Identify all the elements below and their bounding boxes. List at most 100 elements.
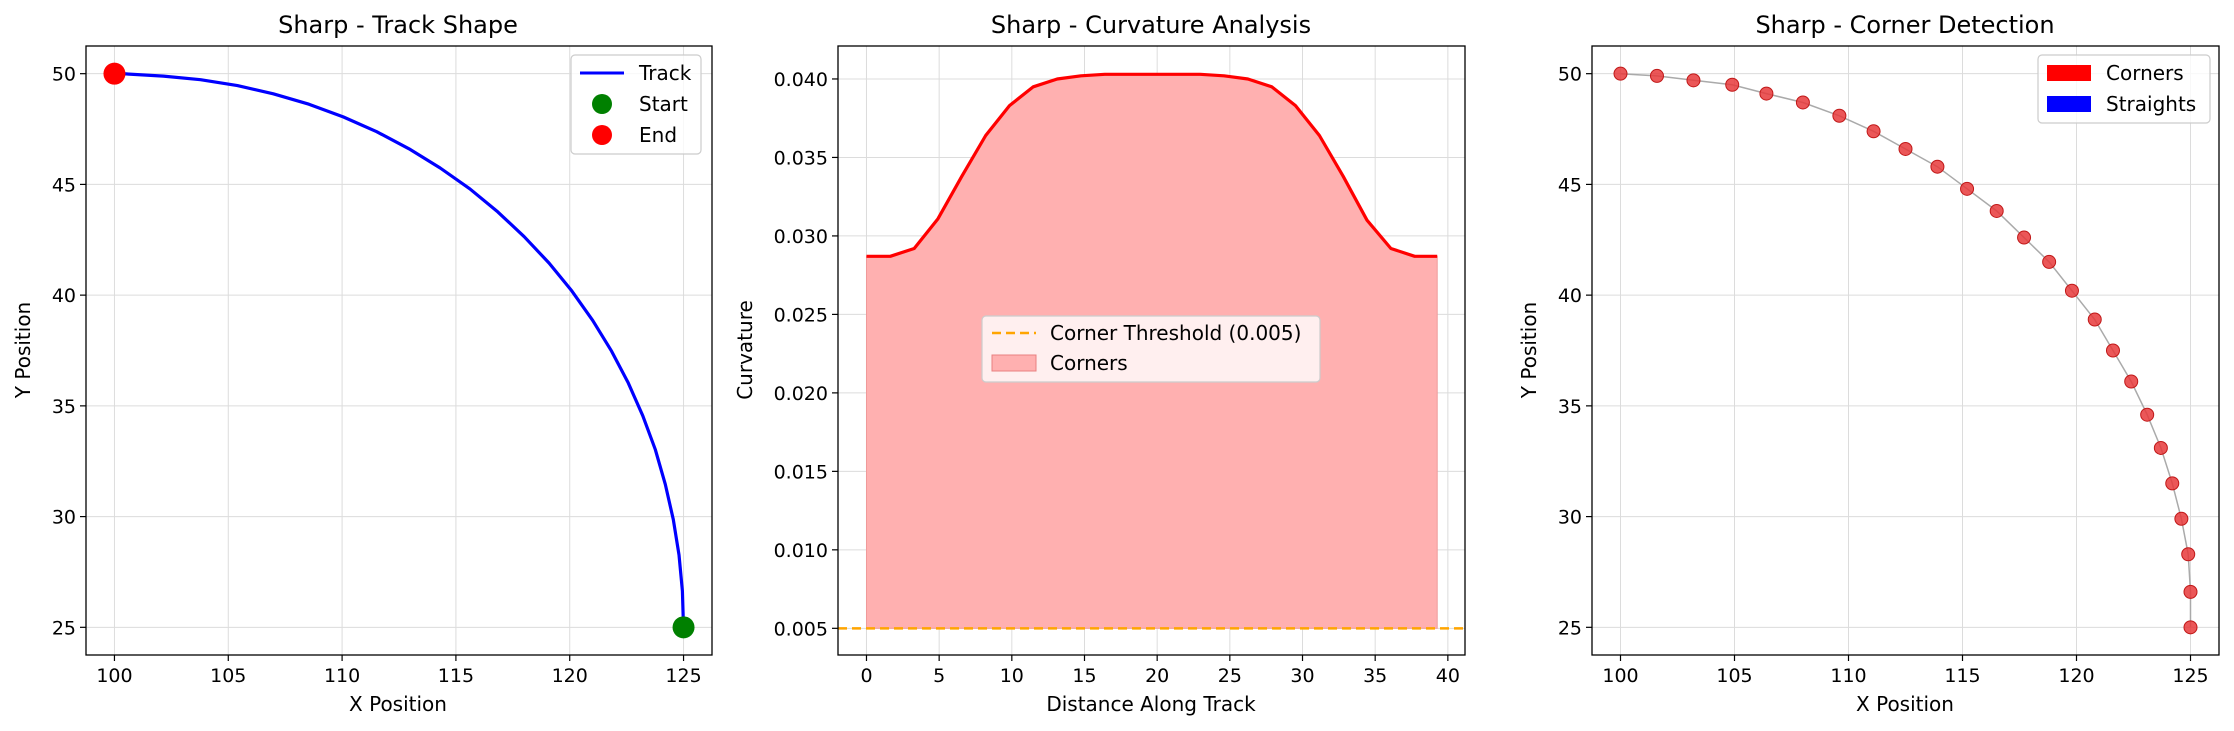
y-tick-label: 40 xyxy=(52,285,76,307)
x-axis-label: X Position xyxy=(1856,692,1954,716)
grid xyxy=(1592,46,2219,655)
plot-area xyxy=(1613,66,2198,635)
y-tick-label: 0.010 xyxy=(774,540,828,562)
x-tick-label: 125 xyxy=(665,665,701,687)
corner-point xyxy=(2042,254,2057,269)
legend-end-label: End xyxy=(639,123,677,147)
corner-detection-panel: Sharp - Corner Detection 100 105 110 115 120… xyxy=(1517,11,2220,716)
legend-start-swatch xyxy=(592,94,612,114)
y-tick-label: 0.020 xyxy=(774,383,828,405)
legend-straights-label: Straights xyxy=(2106,92,2196,116)
y-tick-label: 45 xyxy=(1558,174,1582,196)
panel-title: Sharp - Corner Detection xyxy=(1755,11,2054,39)
legend-threshold-label: Corner Threshold (0.005) xyxy=(1050,321,1301,345)
corner-point xyxy=(2174,511,2189,526)
x-tick-label: 100 xyxy=(1602,665,1638,687)
y-tick-label: 0.035 xyxy=(774,147,828,169)
panel-title: Sharp - Track Shape xyxy=(278,11,518,39)
plot-area xyxy=(103,62,695,639)
start-point xyxy=(672,616,695,639)
axes-frame xyxy=(85,45,713,656)
legend-box xyxy=(981,315,1321,383)
y-tick-label: 45 xyxy=(52,174,76,196)
x-tick-label: 100 xyxy=(96,665,132,687)
corner-point xyxy=(1725,77,1740,92)
y-tick-label: 25 xyxy=(1558,617,1582,639)
legend: Track Start End xyxy=(570,54,702,155)
x-tick-label: 105 xyxy=(1716,665,1752,687)
x-tick-label: 40 xyxy=(1436,665,1460,687)
y-axis-label: Y Position xyxy=(1517,302,1541,399)
corner-point xyxy=(2017,230,2032,245)
end-point xyxy=(103,62,126,85)
curvature-panel: Sharp - Curvature Analysis 0 5 10 15 20 25 30 3… xyxy=(733,11,1466,716)
corner-point xyxy=(1989,203,2004,218)
corner-point xyxy=(2140,407,2155,422)
x-tick-label: 115 xyxy=(1944,665,1980,687)
corner-point xyxy=(1898,141,1913,156)
x-axis-label: X Position xyxy=(349,692,447,716)
legend-start-label: Start xyxy=(639,92,688,116)
corner-point xyxy=(2183,620,2198,635)
legend-corners-label: Corners xyxy=(1050,351,1128,375)
x-tick-label: 125 xyxy=(2172,665,2208,687)
corner-point xyxy=(1930,159,1945,174)
y-tick-label: 0.040 xyxy=(774,69,828,91)
x-tick-label: 105 xyxy=(210,665,246,687)
y-tick-label: 0.005 xyxy=(774,618,828,640)
y-tick-label: 30 xyxy=(1558,507,1582,529)
curvature-line xyxy=(866,72,1438,258)
axes-frame xyxy=(1591,45,2220,656)
x-tick-label: 110 xyxy=(324,665,360,687)
legend-corners-swatch xyxy=(991,354,1037,372)
x-tick-label: 15 xyxy=(1072,665,1096,687)
y-tick-label: 0.015 xyxy=(774,461,828,483)
x-tick-label: 120 xyxy=(2058,665,2094,687)
x-tick-label: 120 xyxy=(552,665,588,687)
tick-labels: 100 105 110 115 120 125 25 30 35 40 45 50 xyxy=(1558,64,2209,687)
legend-end-swatch xyxy=(592,125,612,145)
corner-point xyxy=(2153,440,2168,455)
corner-point xyxy=(2181,547,2196,562)
corner-point xyxy=(2087,312,2102,327)
corner-point xyxy=(1686,73,1701,88)
x-tick-label: 25 xyxy=(1218,665,1242,687)
y-tick-label: 40 xyxy=(1558,285,1582,307)
x-tick-label: 20 xyxy=(1145,665,1169,687)
y-tick-label: 35 xyxy=(1558,396,1582,418)
track-shape-panel: Sharp - Track Shape 100 105 110 115 120 125 25… xyxy=(11,11,713,716)
corner-point xyxy=(1759,86,1774,101)
corner-point xyxy=(2183,584,2198,599)
legend: Corners Straights xyxy=(2037,54,2211,124)
corner-point xyxy=(1960,181,1975,196)
legend-corners-swatch xyxy=(2047,65,2091,81)
y-tick-label: 50 xyxy=(52,64,76,86)
corner-point xyxy=(1866,124,1881,139)
corner-point xyxy=(2105,343,2120,358)
x-tick-label: 30 xyxy=(1290,665,1314,687)
y-tick-label: 25 xyxy=(52,617,76,639)
x-tick-label: 0 xyxy=(860,665,872,687)
corner-point xyxy=(1649,68,1664,83)
x-tick-label: 5 xyxy=(933,665,945,687)
x-tick-label: 115 xyxy=(438,665,474,687)
tick-labels: 0 5 10 15 20 25 30 35 40 0.005 0.010 0.015 0.020 0.02… xyxy=(774,69,1460,687)
x-tick-label: 110 xyxy=(1830,665,1866,687)
y-tick-label: 30 xyxy=(52,507,76,529)
corner-point xyxy=(1613,66,1628,81)
legend-corners-label: Corners xyxy=(2106,61,2184,85)
y-tick-label: 50 xyxy=(1558,64,1582,86)
corner-point xyxy=(2124,374,2139,389)
corner-point xyxy=(2064,283,2079,298)
x-tick-label: 10 xyxy=(1000,665,1024,687)
axes-frame xyxy=(837,45,1466,656)
y-tick-label: 0.025 xyxy=(774,304,828,326)
y-axis-label: Y Position xyxy=(11,302,35,399)
y-axis-label: Curvature xyxy=(733,300,757,400)
x-tick-label: 35 xyxy=(1363,665,1387,687)
legend-straights-swatch xyxy=(2047,96,2091,112)
y-tick-label: 0.030 xyxy=(774,226,828,248)
track-path-line xyxy=(1620,72,2192,628)
legend-track-label: Track xyxy=(638,61,692,85)
